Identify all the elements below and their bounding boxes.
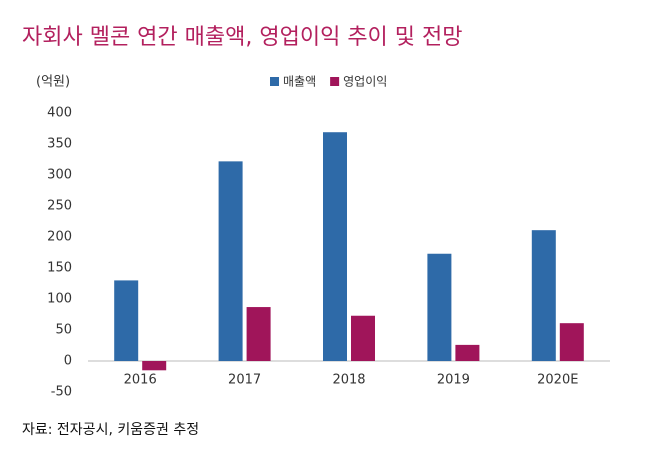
- source-note: 자료: 전자공시, 키움증권 추정: [22, 422, 199, 438]
- bar: [351, 315, 375, 361]
- x-tick-label: 2018: [332, 373, 365, 388]
- bar: [531, 230, 556, 361]
- x-tick-label: 2016: [124, 373, 157, 388]
- y-axis-unit: (억원): [36, 75, 70, 90]
- y-tick-label: 50: [55, 323, 72, 338]
- bar: [142, 361, 167, 371]
- bar: [455, 344, 480, 361]
- y-tick-label: 350: [47, 137, 72, 152]
- x-tick-label: 2020E: [537, 373, 578, 388]
- y-tick-label: 150: [47, 261, 72, 276]
- bar: [559, 323, 584, 361]
- bar: [218, 161, 243, 361]
- bar: [114, 280, 139, 361]
- legend-label: 영업이익: [343, 75, 387, 89]
- bar: [323, 132, 347, 361]
- y-tick-label: 200: [47, 230, 72, 245]
- y-tick-label: 100: [47, 292, 72, 307]
- y-tick-label: 300: [47, 168, 72, 183]
- x-tick-label: 2017: [228, 373, 261, 388]
- y-tick-label: 0: [64, 354, 72, 369]
- chart-title: 자회사 멜콘 연간 매출액, 영업이익 추이 및 전망: [22, 25, 463, 50]
- y-tick-label: 400: [47, 106, 72, 121]
- bar: [246, 307, 271, 361]
- x-tick-label: 2019: [437, 373, 470, 388]
- bar: [427, 253, 452, 361]
- y-tick-label: 250: [47, 199, 72, 214]
- legend-label: 매출액: [283, 75, 316, 89]
- legend-swatch: [270, 77, 279, 86]
- y-tick-label: -50: [51, 385, 72, 400]
- legend-swatch: [330, 77, 340, 86]
